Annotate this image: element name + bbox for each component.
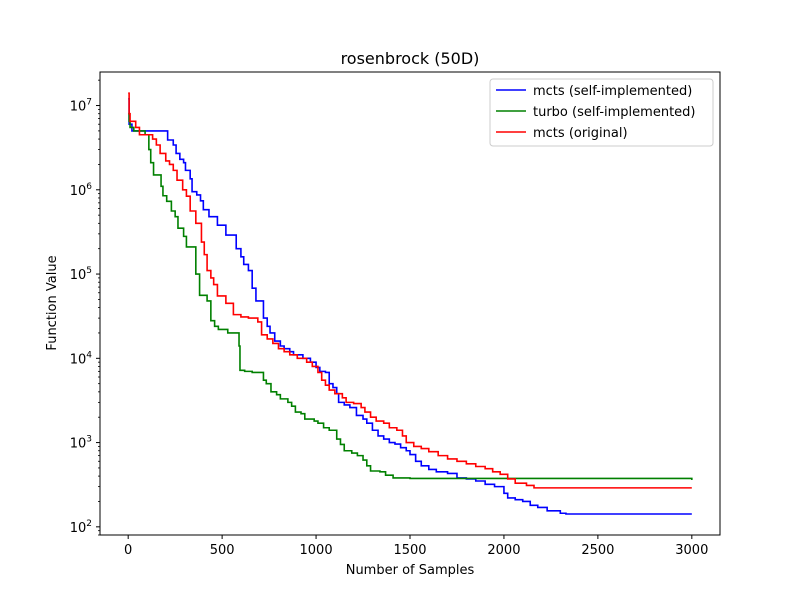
x-tick-label: 1500 (393, 543, 426, 558)
y-tick-label: 104 (70, 350, 93, 367)
y-tick-label: 102 (70, 519, 92, 536)
x-tick-label: 0 (124, 543, 132, 558)
chart-title: rosenbrock (50D) (341, 49, 480, 68)
plot-series (128, 92, 693, 515)
y-tick-label: 103 (70, 435, 92, 452)
x-tick-label: 500 (210, 543, 235, 558)
y-tick-label: 106 (70, 182, 93, 199)
x-axis-title: Number of Samples (346, 563, 475, 578)
legend-label-1: mcts (self-implemented) (533, 84, 692, 99)
x-tick-label: 2500 (581, 543, 614, 558)
x-tick-label: 1000 (300, 543, 333, 558)
x-tick-label: 3000 (675, 543, 708, 558)
y-tick-label: 105 (70, 266, 92, 283)
series-line-2 (128, 112, 693, 480)
legend-box (489, 78, 714, 147)
series-line-3 (128, 92, 692, 489)
legend-label-3: mcts (original) (533, 126, 628, 141)
y-axis: 102 103 104 105 106 107 (70, 79, 100, 536)
legend-label-2: turbo (self-implemented) (533, 105, 696, 120)
x-tick-label: 2000 (487, 543, 520, 558)
y-tick-label: 107 (70, 98, 92, 115)
legend: mcts (self-implemented) turbo (self-imple… (489, 78, 714, 147)
y-axis-title: Function Value (45, 255, 60, 350)
x-axis: 0 500 1000 1500 2000 2500 3000 (124, 535, 708, 558)
